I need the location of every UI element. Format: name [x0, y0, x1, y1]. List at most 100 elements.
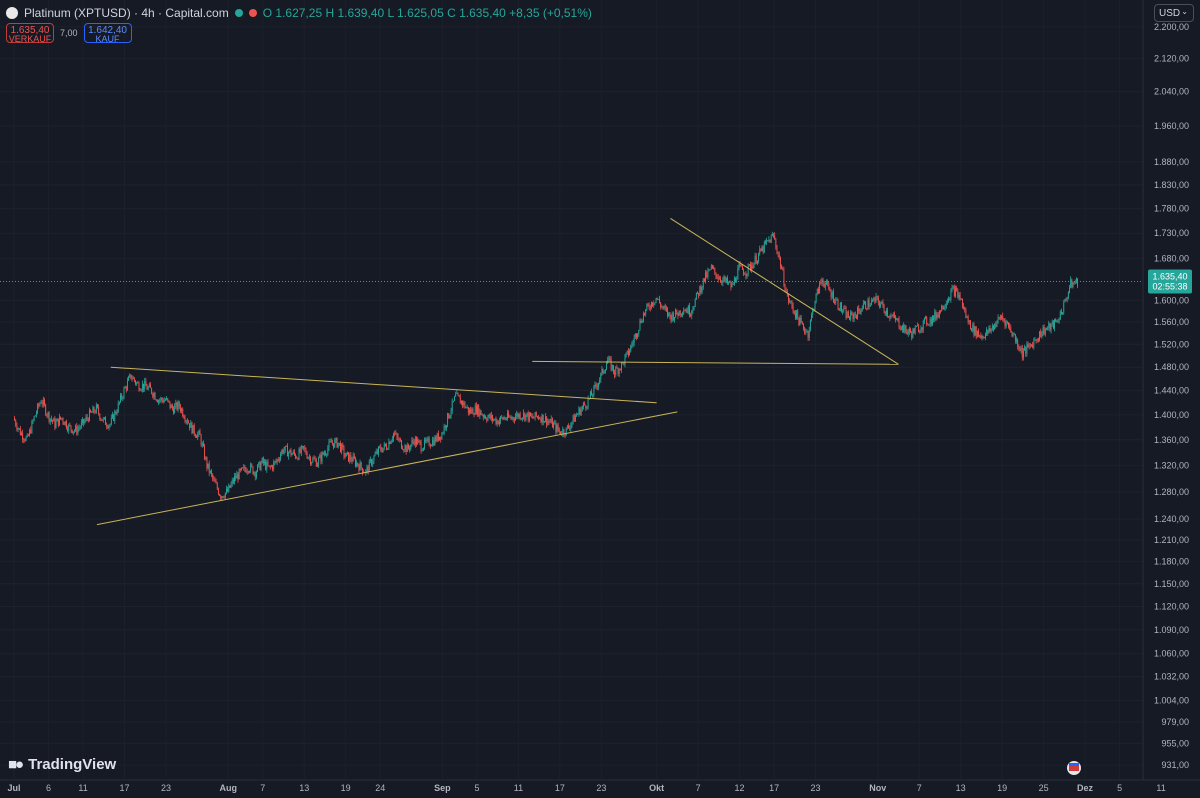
candle-body — [768, 239, 770, 241]
candle-body — [1060, 311, 1062, 315]
candle-body — [356, 462, 358, 466]
candle-body — [344, 456, 346, 457]
sell-button[interactable]: 1.635,40 VERKAUF — [6, 23, 54, 44]
candle-body — [371, 459, 373, 465]
sell-price: 1.635,40 — [10, 25, 50, 36]
candle-body — [519, 413, 521, 420]
candle-body — [16, 425, 18, 430]
candle-body — [728, 282, 730, 284]
candle-body — [763, 241, 765, 252]
candle-body — [319, 455, 321, 459]
candle-body — [745, 274, 747, 277]
candle-body — [865, 301, 867, 309]
candle-body — [903, 325, 905, 333]
candle-body — [353, 455, 355, 459]
candle-body — [884, 311, 886, 315]
candle-body — [1028, 344, 1030, 347]
candle-body — [348, 452, 350, 462]
candle-body — [777, 253, 779, 255]
candle-body — [463, 402, 465, 406]
candle-body — [330, 441, 332, 443]
candle-body — [1003, 318, 1005, 321]
buy-price: 1.642,40 — [88, 25, 127, 36]
candle-body — [770, 235, 772, 243]
candle-body — [489, 414, 491, 419]
candle-body — [183, 416, 185, 419]
symbol-title[interactable]: Platinum (XPTUSD) · 4h · Capital.com — [24, 6, 229, 20]
candle-body — [189, 423, 191, 428]
candle-body — [850, 312, 852, 320]
candle-body — [988, 328, 990, 334]
candle-body — [875, 296, 877, 302]
candle-body — [245, 469, 247, 473]
candle-body — [841, 302, 842, 312]
candle-body — [929, 318, 931, 325]
candle-body — [283, 450, 285, 453]
candle-body — [758, 253, 760, 261]
candle-body — [52, 419, 54, 422]
candle-body — [948, 298, 950, 302]
candle-body — [47, 412, 49, 416]
candle-body — [1041, 333, 1043, 338]
candle-body — [834, 301, 836, 303]
candle-body — [968, 320, 970, 323]
candle-body — [160, 397, 162, 401]
candle-body — [213, 478, 215, 480]
candle-body — [1074, 282, 1076, 284]
candle-body — [168, 400, 170, 402]
candle-body — [1075, 278, 1077, 283]
candle-body — [815, 293, 817, 303]
candle-body — [505, 419, 507, 420]
candle-body — [95, 404, 97, 413]
candle-body — [568, 425, 569, 428]
buy-button[interactable]: 1.642,40 KAUF — [83, 23, 132, 44]
y-tick-label: 1.480,00 — [1154, 362, 1189, 372]
candle-body — [843, 308, 845, 312]
price-axis[interactable]: 2.200,00 2.120,00 2.040,00 1.960,00 1.880,00… — [1142, 0, 1200, 798]
candle-body — [1046, 328, 1047, 330]
candle-body — [938, 310, 940, 317]
candle-body — [162, 400, 164, 403]
candle-body — [585, 405, 587, 409]
candle-body — [413, 441, 415, 445]
candle-body — [784, 285, 786, 291]
candle-body — [135, 380, 136, 384]
candle-body — [577, 413, 579, 415]
candle-body — [105, 417, 107, 425]
candle-body — [502, 417, 504, 420]
candle-body — [285, 445, 287, 447]
candle-body — [606, 364, 607, 370]
candle-body — [816, 288, 818, 294]
trendline — [532, 360, 899, 365]
candle-body — [946, 301, 948, 304]
candle-body — [247, 471, 249, 473]
x-tick-label: 19 — [997, 783, 1007, 793]
candle-body — [983, 337, 985, 339]
candle-body — [54, 418, 56, 428]
candle-body — [831, 291, 833, 298]
candle-body — [665, 308, 667, 310]
candle-body — [107, 426, 109, 428]
candle-body — [921, 328, 923, 330]
candle-body — [854, 314, 856, 316]
currency-selector[interactable]: USD ⌄ — [1154, 4, 1194, 22]
candle-body — [766, 240, 768, 243]
candle-body — [801, 322, 803, 324]
candle-body — [914, 327, 916, 334]
candle-body — [973, 324, 975, 335]
calendar-event-marker[interactable] — [1067, 761, 1081, 775]
candle-body — [736, 279, 738, 282]
candle-body — [908, 328, 910, 332]
candle-body — [812, 309, 814, 315]
candle-body — [140, 389, 142, 391]
candle-body — [543, 421, 545, 423]
candle-body — [174, 405, 176, 414]
time-axis[interactable]: Jul 6 11 17 23 Aug 7 13 19 24 Sep 5 11 17 23 Okt 7 12 17 23… — [0, 779, 1200, 793]
candle-body — [60, 416, 62, 420]
candle-body — [404, 445, 406, 451]
candle-body — [261, 457, 263, 463]
candle-body — [829, 289, 831, 292]
candle-body — [125, 387, 127, 390]
candle-body — [752, 265, 754, 269]
